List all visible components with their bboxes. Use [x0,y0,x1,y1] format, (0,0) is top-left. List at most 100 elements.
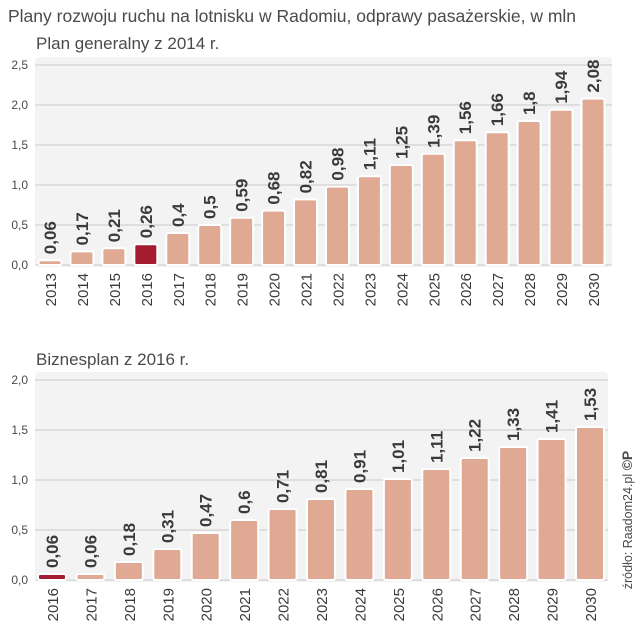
chart1-bar-2021 [293,198,319,266]
chart2-y-tick-label: 1,0 [11,473,28,487]
chart1-subtitle: Plan generalny z 2014 r. [36,34,220,53]
chart1-x-tick-label: 2019 [235,273,252,306]
chart1-value-label: 1,94 [552,70,571,104]
chart2-x-tick-label: 2028 [506,588,523,621]
chart1-value-label: 0,68 [265,172,284,205]
chart1-value-label: 1,25 [392,126,411,159]
chart2-x-tick-label: 2017 [83,588,100,621]
chart1-x-tick-label: 2027 [490,273,507,306]
chart2-bar-2024 [344,488,375,581]
chart1-bar-2022 [324,185,350,267]
chart1-bar-2015 [101,247,127,266]
chart1-value-label: 0,26 [137,205,156,238]
chart1-x-tick-label: 2013 [43,273,60,306]
chart2-value-label: 0,18 [120,523,139,556]
chart2-bar-2016 [37,573,67,581]
chart1-y-tick-label: 1,5 [11,138,28,152]
chart2-y-tick-label: 2,0 [11,373,28,387]
chart2-value-label: 1,22 [466,419,485,452]
chart1-x-tick-label: 2029 [554,273,571,306]
chart2-bar-2028 [498,446,529,581]
chart1-bar-2019 [229,216,255,267]
chart2-value-label: 0,06 [43,535,62,568]
chart1-y-tick-label: 2,0 [11,98,28,112]
chart1-bar-2026 [452,139,478,266]
chart2-x-tick-label: 2019 [160,588,177,621]
chart2-bar-2021 [229,519,260,581]
chart2-value-label: 0,31 [158,510,177,543]
chart1-x-tick-label: 2020 [267,273,284,306]
chart2-value-label: 0,06 [81,535,100,568]
chart1-x-tick-label: 2018 [203,273,220,306]
chart2-value-label: 0,81 [312,460,331,493]
chart1-bar-2029 [548,108,574,266]
chart2-x-tick-label: 2021 [237,588,254,621]
chart1-bar-2020 [261,209,287,267]
chart2-bar-2029 [536,438,567,581]
chart1-bar-2023 [356,175,382,266]
chart2-x-tick-label: 2026 [429,588,446,621]
chart1-value-label: 0,82 [297,160,316,193]
chart1-x-tick-label: 2021 [299,273,316,306]
chart2-bar-2020 [190,532,221,581]
chart2-value-label: 1,41 [543,400,562,433]
chart2-bar-2025 [382,478,413,581]
chart1-x-tick-label: 2024 [394,273,411,306]
chart2-value-label: 0,47 [197,494,216,527]
chart1-bar-2013 [37,259,63,267]
chart2-y-tick-label: 0,5 [11,523,28,537]
chart2-value-label: 1,11 [427,431,446,463]
chart2-x-tick-label: 2016 [45,588,62,621]
chart2-bar-2022 [267,508,298,581]
chart1-x-tick-label: 2016 [139,273,156,306]
chart2-y-tick-label: 1,5 [11,423,28,437]
source-text: źródło: Raadom24.pl [621,473,635,590]
chart2-bar-2026 [421,468,452,581]
chart1-bar-2018 [197,224,223,266]
chart1-x-tick-label: 2023 [362,273,379,306]
source-credit: źródło: Raadom24.pl ©P [619,451,635,590]
chart1-x-tick-label: 2025 [426,273,443,306]
chart2-bar-2018 [113,561,144,581]
chart1-value-label: 1,56 [456,101,475,134]
chart1-x-tick-label: 2015 [107,273,124,306]
chart2-x-tick-label: 2025 [391,588,408,621]
chart1-bar-2030 [580,97,606,266]
chart2-value-label: 0,71 [274,470,293,503]
chart1-y-tick-label: 0,0 [11,258,28,272]
chart2-x-tick-label: 2018 [122,588,139,621]
chart1-y-tick-label: 0,5 [11,218,28,232]
chart1-value-label: 1,66 [488,93,507,126]
chart2-value-label: 0,91 [350,450,369,483]
chart2-x-tick-label: 2027 [468,588,485,621]
chart1-x-tick-label: 2030 [586,273,603,306]
chart1-value-label: 0,17 [73,212,92,245]
chart1-value-label: 0,5 [201,195,220,219]
chart1-bar-2028 [516,120,542,266]
chart2-x-tick-label: 2020 [199,588,216,621]
chart1-y-tick-label: 2,5 [11,58,28,72]
chart1-value-label: 1,11 [360,138,379,170]
chart1-bar-2014 [69,250,95,266]
chart2-value-label: 0,6 [235,490,254,514]
chart2-value-label: 1,33 [504,408,523,441]
chart1-value-label: 2,08 [584,60,603,93]
chart2-x-tick-label: 2024 [352,588,369,621]
chart2-bar-2019 [152,548,183,581]
chart1-value-label: 0,06 [41,221,60,254]
chart1-value-label: 0,4 [169,203,188,227]
chart1-x-tick-label: 2028 [522,273,539,306]
chart1-value-label: 1,39 [424,115,443,148]
chart1-x-tick-label: 2022 [330,273,347,306]
chart2-bar-2023 [306,498,336,581]
chart2-y-tick-label: 0,0 [11,573,28,587]
chart1-x-tick-label: 2017 [171,273,188,306]
chart2-bar-2030 [575,426,605,581]
chart2-bar-2017 [75,573,106,581]
chart1-bar-2025 [420,152,446,266]
chart1-bar-2024 [388,164,414,266]
chart1-x-tick-label: 2026 [458,273,475,306]
chart1-bar-2017 [165,232,191,266]
